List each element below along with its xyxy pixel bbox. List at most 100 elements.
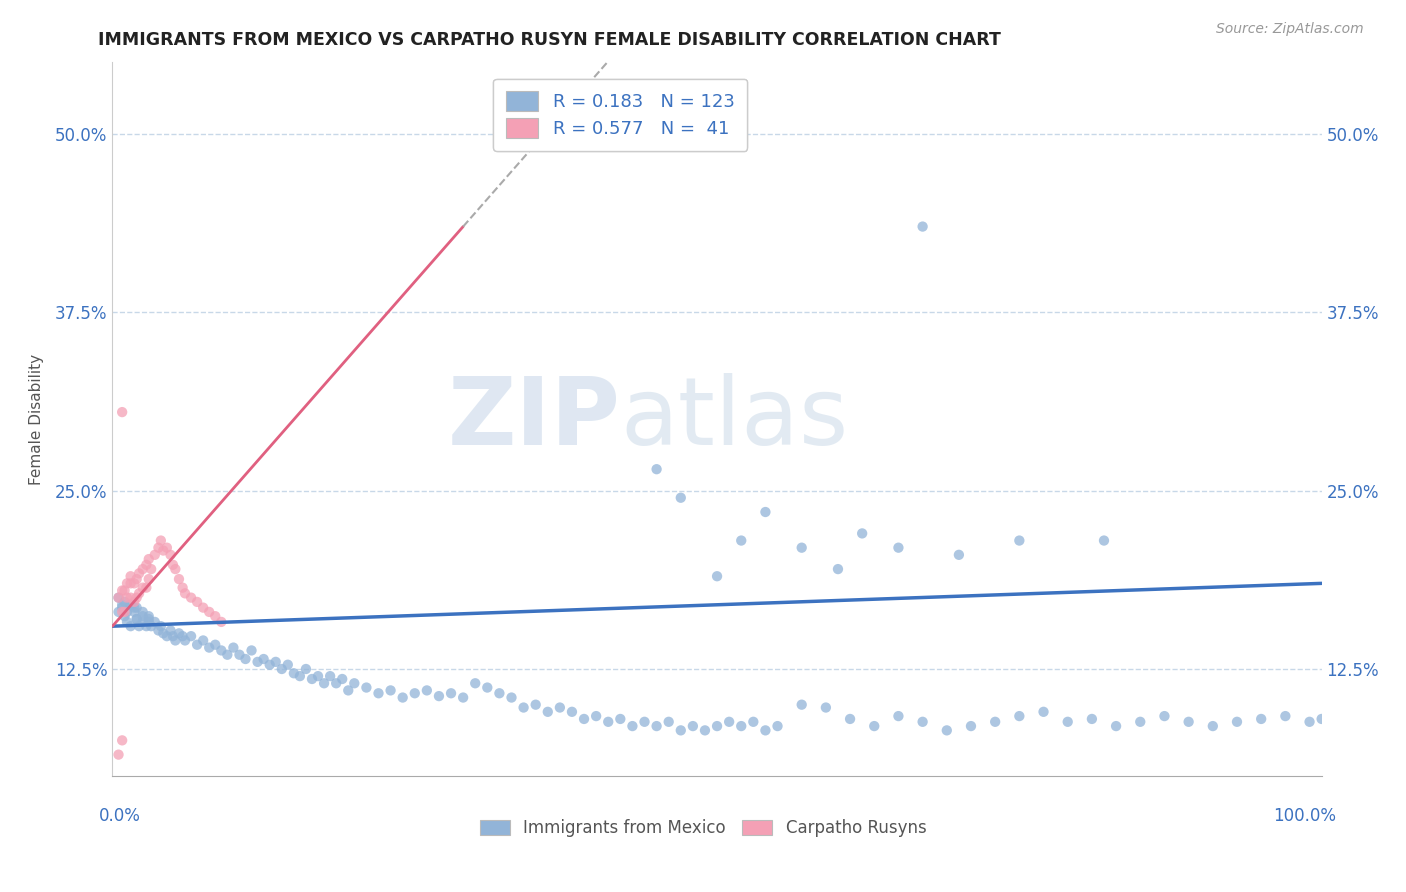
Point xyxy=(598,714,620,729)
Point xyxy=(288,669,311,683)
Point xyxy=(128,566,150,581)
Legend: R = 0.183   N = 123, R = 0.577   N =  41: R = 0.183 N = 123, R = 0.577 N = 41 xyxy=(494,78,748,151)
Point xyxy=(138,612,160,626)
Point xyxy=(984,714,1007,729)
Point xyxy=(330,672,353,686)
Point xyxy=(1056,714,1078,729)
Point xyxy=(1177,714,1199,729)
Point xyxy=(754,723,776,738)
Point xyxy=(132,581,155,595)
Point xyxy=(120,598,142,612)
Point xyxy=(204,638,226,652)
Point xyxy=(125,600,148,615)
Point xyxy=(120,619,142,633)
Point xyxy=(718,714,741,729)
Point xyxy=(754,505,776,519)
Point xyxy=(1274,709,1296,723)
Point xyxy=(120,591,142,605)
Point xyxy=(1250,712,1272,726)
Point xyxy=(198,605,221,619)
Point xyxy=(477,681,499,695)
Point xyxy=(658,714,681,729)
Point xyxy=(135,619,157,633)
Point xyxy=(240,643,263,657)
Point xyxy=(111,605,134,619)
Point xyxy=(167,572,190,586)
Point xyxy=(122,595,145,609)
Point xyxy=(180,591,202,605)
Point xyxy=(135,581,157,595)
Point xyxy=(165,633,187,648)
Point xyxy=(149,619,172,633)
Point xyxy=(107,591,129,605)
Y-axis label: Female Disability: Female Disability xyxy=(30,353,44,485)
Point xyxy=(204,609,226,624)
Point xyxy=(186,595,208,609)
Point xyxy=(115,591,138,605)
Point xyxy=(111,600,134,615)
Point xyxy=(948,548,970,562)
Point xyxy=(1105,719,1128,733)
Point xyxy=(107,605,129,619)
Point xyxy=(159,548,181,562)
Point xyxy=(935,723,957,738)
Point xyxy=(307,669,329,683)
Point xyxy=(128,619,150,633)
Point xyxy=(669,723,692,738)
Point xyxy=(120,576,142,591)
Point xyxy=(114,605,136,619)
Point xyxy=(548,700,571,714)
Point xyxy=(295,662,318,676)
Point xyxy=(152,543,174,558)
Point xyxy=(440,686,463,700)
Point xyxy=(138,552,160,566)
Point xyxy=(107,747,129,762)
Point xyxy=(790,698,813,712)
Point xyxy=(111,583,134,598)
Point xyxy=(264,655,287,669)
Point xyxy=(404,686,426,700)
Point xyxy=(125,612,148,626)
Point xyxy=(270,662,292,676)
Point xyxy=(222,640,245,655)
Point xyxy=(115,615,138,629)
Point xyxy=(132,562,155,576)
Point xyxy=(887,709,910,723)
Point xyxy=(1008,533,1031,548)
Point xyxy=(790,541,813,555)
Point xyxy=(162,558,184,572)
Point xyxy=(391,690,413,705)
Point xyxy=(839,712,862,726)
Point xyxy=(191,600,214,615)
Point xyxy=(198,640,221,655)
Point xyxy=(451,690,474,705)
Point xyxy=(572,712,595,726)
Point xyxy=(152,626,174,640)
Point xyxy=(706,569,728,583)
Point xyxy=(645,462,668,476)
Point xyxy=(488,686,510,700)
Point xyxy=(524,698,547,712)
Text: ZIP: ZIP xyxy=(447,373,620,466)
Point xyxy=(217,648,239,662)
Point xyxy=(128,586,150,600)
Point xyxy=(114,595,136,609)
Point xyxy=(512,700,534,714)
Point xyxy=(120,598,142,612)
Point xyxy=(501,690,523,705)
Point xyxy=(1129,714,1152,729)
Point xyxy=(319,669,342,683)
Point xyxy=(115,605,138,619)
Point xyxy=(283,666,305,681)
Legend: Immigrants from Mexico, Carpatho Rusyns: Immigrants from Mexico, Carpatho Rusyns xyxy=(472,813,934,844)
Point xyxy=(148,541,170,555)
Point xyxy=(186,638,208,652)
Point xyxy=(180,629,202,643)
Point xyxy=(337,683,360,698)
Point xyxy=(325,676,347,690)
Point xyxy=(156,629,179,643)
Point xyxy=(693,723,716,738)
Point xyxy=(228,648,250,662)
Point xyxy=(1081,712,1104,726)
Point xyxy=(111,733,134,747)
